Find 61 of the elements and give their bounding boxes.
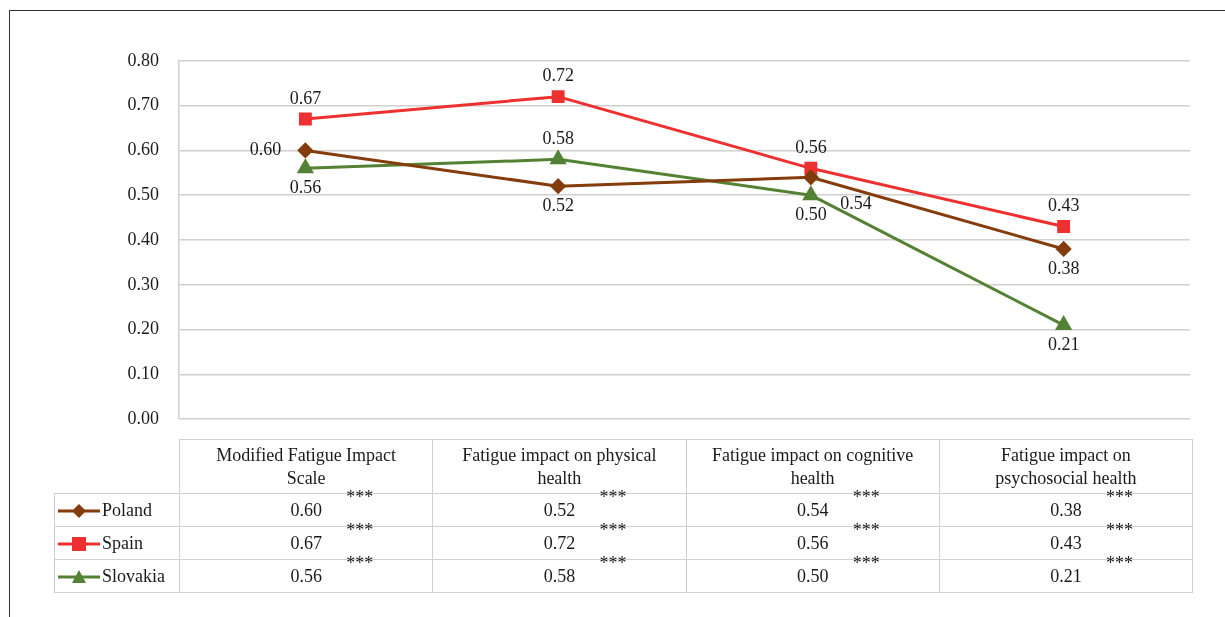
data-label: 0.38 — [1050, 499, 1082, 520]
text: *** — [852, 486, 880, 507]
point — [1056, 241, 1072, 257]
text: *** — [599, 552, 627, 573]
text: *** — [346, 486, 374, 507]
legend-label: Spain — [102, 533, 144, 554]
y-tick-label: 0.40 — [127, 228, 159, 249]
text: 0.56 — [289, 177, 322, 198]
point — [298, 112, 312, 126]
x-tick-label: Modified Fatigue Impact Scale — [216, 444, 397, 488]
text: *** — [1105, 552, 1133, 573]
y-tick-label: 0.30 — [127, 273, 159, 294]
point — [1056, 316, 1072, 331]
text: 0.38 — [1047, 257, 1080, 278]
text: *** — [599, 519, 627, 540]
text: *** — [346, 552, 374, 573]
data-label: 0.21 — [1050, 565, 1082, 586]
text: 0.60 — [249, 139, 282, 160]
x-tick-label: Fatigue impact on cognitive health — [711, 444, 914, 488]
text: *** — [852, 552, 880, 573]
y-tick-label: 0.20 — [127, 318, 159, 339]
y-tick-label: 0.10 — [127, 363, 159, 384]
point — [297, 159, 313, 174]
text: 0.43 — [1047, 195, 1080, 216]
legend-label: Slovakia — [102, 566, 165, 587]
text: 0.52 — [542, 194, 574, 215]
data-label: 0.43 — [1050, 532, 1082, 553]
y-tick-label: 0.80 — [127, 49, 159, 70]
point — [550, 150, 566, 165]
point — [803, 186, 819, 201]
point — [297, 142, 313, 158]
legend-label: Poland — [102, 500, 153, 521]
text: *** — [852, 519, 880, 540]
data-label: 0.52 — [543, 499, 576, 520]
text: 0.58 — [542, 128, 574, 149]
y-tick-label: 0.50 — [127, 183, 159, 204]
text: 0.54 — [840, 193, 872, 214]
data-label: 0.72 — [543, 532, 576, 553]
text: 0.50 — [795, 203, 827, 224]
data-label: 0.60 — [290, 499, 322, 520]
data-label: 0.54 — [796, 499, 829, 520]
text: 0.72 — [542, 65, 574, 86]
y-tick-label: 0.60 — [127, 139, 159, 160]
point — [550, 178, 566, 194]
text: 0.67 — [289, 87, 322, 108]
point — [551, 90, 565, 104]
data-label: 0.67 — [290, 532, 322, 553]
text: *** — [599, 486, 627, 507]
x-tick-label: Fatigue impact on physical health — [462, 444, 657, 488]
text: 0.56 — [795, 137, 827, 158]
text: *** — [1105, 519, 1133, 540]
y-tick-label: 0.00 — [127, 407, 159, 428]
y-tick-label: 0.70 — [127, 94, 159, 115]
data-label: 0.50 — [796, 565, 829, 586]
point — [1057, 220, 1071, 234]
data-label: 0.58 — [543, 565, 576, 586]
data-label: 0.56 — [290, 565, 322, 586]
point — [803, 169, 819, 185]
text: *** — [346, 519, 374, 540]
text: 0.21 — [1047, 333, 1080, 354]
data-label: 0.56 — [796, 532, 829, 553]
